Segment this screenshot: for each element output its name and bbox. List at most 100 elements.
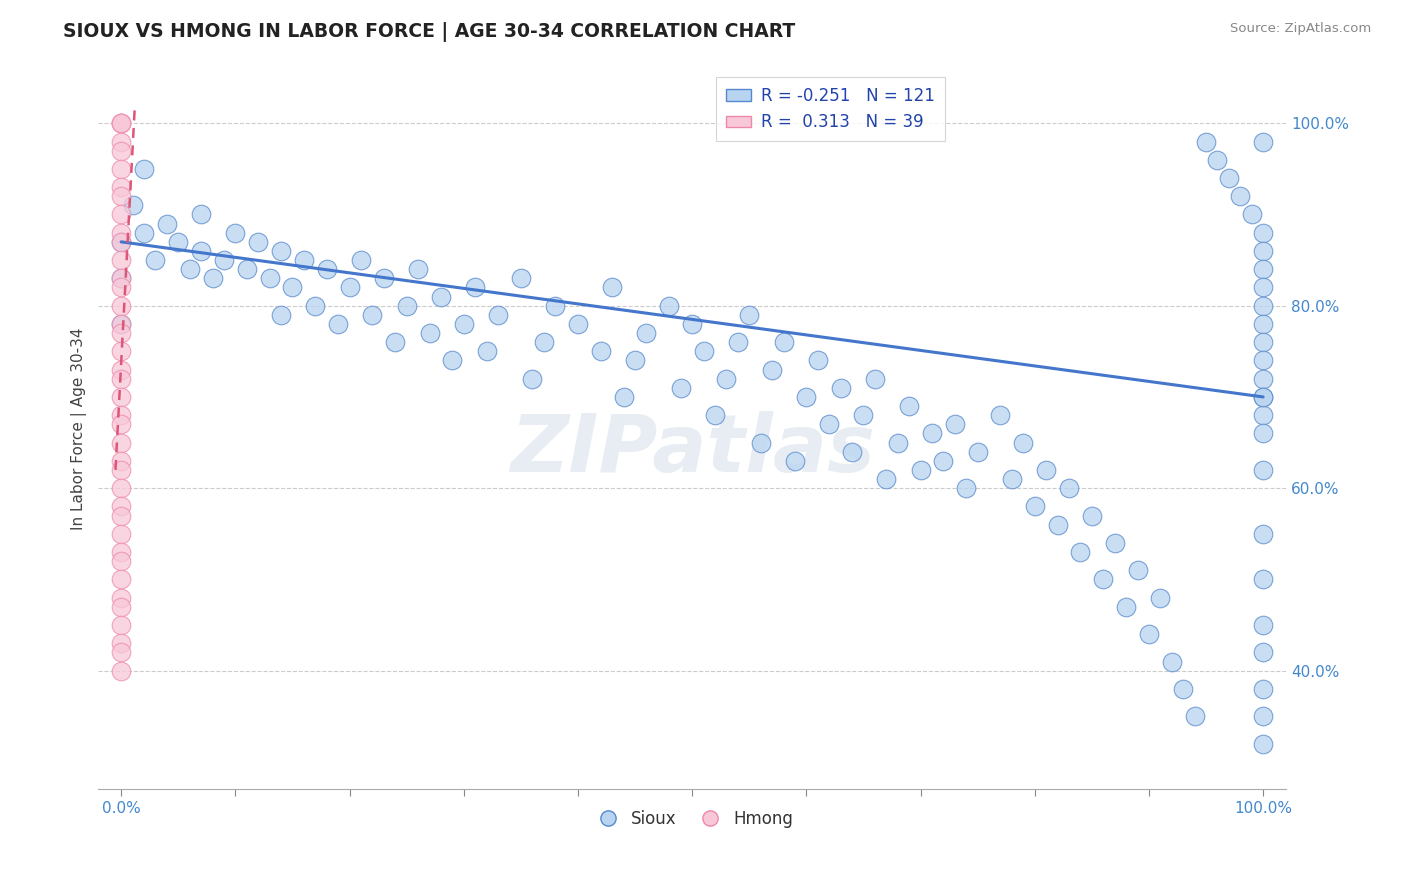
Point: [1173, 681, 1195, 696]
Point: [110, 180, 132, 194]
Point: [1251, 737, 1274, 751]
Point: [110, 317, 132, 331]
Point: [110, 526, 132, 541]
Point: [110, 207, 132, 221]
Point: [1251, 681, 1274, 696]
Point: [110, 454, 132, 468]
Point: [201, 271, 224, 285]
Point: [110, 253, 132, 268]
Point: [1149, 591, 1171, 605]
Point: [1251, 426, 1274, 441]
Point: [738, 308, 761, 322]
Point: [716, 372, 738, 386]
Point: [932, 454, 955, 468]
Point: [1240, 207, 1263, 221]
Point: [669, 381, 692, 395]
Point: [361, 308, 384, 322]
Point: [145, 253, 167, 268]
Point: [1251, 408, 1274, 422]
Point: [772, 335, 794, 350]
Point: [121, 198, 143, 212]
Point: [373, 271, 395, 285]
Point: [1251, 280, 1274, 294]
Point: [110, 116, 132, 130]
Point: [863, 372, 886, 386]
Point: [1251, 317, 1274, 331]
Point: [384, 335, 406, 350]
Point: [110, 554, 132, 568]
Point: [110, 417, 132, 432]
Point: [212, 253, 235, 268]
Point: [955, 481, 977, 495]
Point: [1251, 372, 1274, 386]
Point: [1092, 573, 1115, 587]
Point: [110, 618, 132, 632]
Point: [110, 408, 132, 422]
Point: [110, 508, 132, 523]
Point: [1251, 573, 1274, 587]
Point: [132, 161, 155, 176]
Point: [600, 280, 623, 294]
Point: [1115, 599, 1137, 614]
Point: [1229, 189, 1251, 203]
Point: [796, 390, 818, 404]
Point: [1126, 563, 1149, 577]
Point: [156, 217, 179, 231]
Point: [1251, 299, 1274, 313]
Point: [110, 299, 132, 313]
Point: [1251, 226, 1274, 240]
Point: [1160, 655, 1182, 669]
Point: [1184, 709, 1206, 723]
Point: [110, 645, 132, 659]
Point: [304, 299, 326, 313]
Point: [1251, 335, 1274, 350]
Point: [681, 317, 703, 331]
Point: [110, 664, 132, 678]
Point: [1251, 262, 1274, 277]
Point: [110, 326, 132, 340]
Point: [1251, 618, 1274, 632]
Point: [1001, 472, 1024, 486]
Point: [1069, 545, 1091, 559]
Point: [692, 344, 714, 359]
Point: [1035, 463, 1057, 477]
Point: [464, 280, 486, 294]
Point: [943, 417, 966, 432]
Point: [1046, 517, 1069, 532]
Point: [395, 299, 418, 313]
Point: [658, 299, 681, 313]
Point: [1251, 244, 1274, 258]
Point: [315, 262, 337, 277]
Point: [475, 344, 498, 359]
Point: [1251, 526, 1274, 541]
Point: [990, 408, 1012, 422]
Point: [727, 335, 749, 350]
Point: [247, 235, 270, 249]
Point: [179, 262, 201, 277]
Point: [167, 235, 190, 249]
Point: [636, 326, 658, 340]
Legend: Sioux, Hmong: Sioux, Hmong: [585, 804, 800, 835]
Point: [224, 226, 246, 240]
Point: [110, 144, 132, 158]
Point: [110, 271, 132, 285]
Point: [110, 573, 132, 587]
Point: [110, 280, 132, 294]
Point: [1251, 353, 1274, 368]
Point: [190, 244, 212, 258]
Point: [830, 381, 852, 395]
Point: [1012, 435, 1035, 450]
Point: [110, 344, 132, 359]
Point: [749, 435, 772, 450]
Point: [292, 253, 315, 268]
Point: [1024, 500, 1046, 514]
Point: [110, 599, 132, 614]
Point: [486, 308, 509, 322]
Point: [110, 271, 132, 285]
Text: Source: ZipAtlas.com: Source: ZipAtlas.com: [1230, 22, 1371, 36]
Point: [328, 317, 350, 331]
Point: [841, 444, 863, 458]
Point: [132, 226, 155, 240]
Point: [418, 326, 440, 340]
Point: [704, 408, 727, 422]
